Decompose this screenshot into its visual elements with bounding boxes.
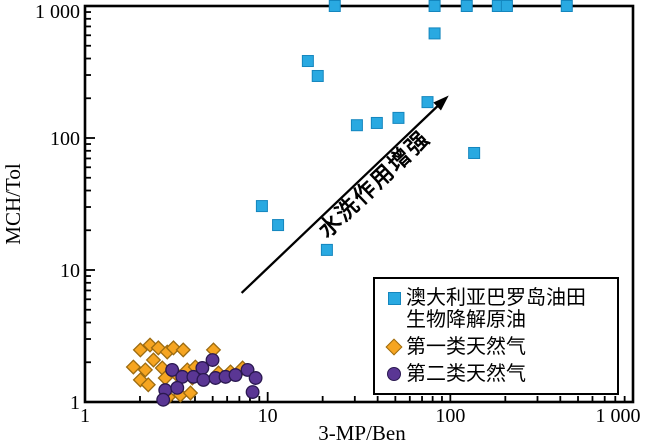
data-point-diamond <box>145 352 162 368</box>
data-point-square <box>468 146 481 159</box>
legend-item-type2-gas: 第二类天然气 <box>382 363 613 385</box>
data-point-circle <box>240 362 255 377</box>
svg-text:1: 1 <box>70 392 80 414</box>
legend-marker-cell <box>382 363 406 385</box>
data-point-circle <box>156 392 171 407</box>
chart-legend: 澳大利亚巴罗岛油田 生物降解原油 第一类天然气 第二类天然气 <box>373 277 619 395</box>
data-point-square <box>392 111 405 124</box>
data-point-diamond <box>175 342 191 358</box>
data-point-square <box>460 0 473 12</box>
svg-text:1 000: 1 000 <box>596 405 641 427</box>
data-point-square <box>428 27 441 40</box>
data-point-circle <box>165 362 180 377</box>
svg-text:10: 10 <box>258 405 278 427</box>
data-point-circle <box>248 371 263 385</box>
data-point-square <box>272 219 285 232</box>
data-point-diamond <box>205 342 222 358</box>
trend-arrow-line <box>240 101 443 294</box>
data-point-diamond <box>182 385 199 401</box>
svg-text:100: 100 <box>50 128 80 150</box>
data-point-diamond <box>125 359 142 375</box>
circle-marker-icon <box>387 367 401 381</box>
data-point-diamond <box>140 377 156 393</box>
legend-label-line1: 澳大利亚巴罗岛油田 <box>406 287 586 309</box>
data-point-diamond <box>137 362 154 378</box>
legend-label-line2: 生物降解原油 <box>406 309 526 331</box>
svg-text:100: 100 <box>435 405 465 427</box>
diamond-marker-icon <box>385 338 403 356</box>
data-point-square <box>421 96 434 109</box>
data-point-circle <box>245 385 260 399</box>
y-axis-title: MCH/Tol <box>1 163 25 245</box>
data-point-diamond <box>165 340 182 356</box>
data-point-circle <box>170 380 185 395</box>
data-point-circle <box>205 353 220 367</box>
data-point-circle <box>228 368 243 383</box>
legend-label: 澳大利亚巴罗岛油田 生物降解原油 <box>406 287 586 331</box>
legend-marker-cell <box>382 287 406 309</box>
x-axis-title: 3-MP/Ben <box>318 421 406 445</box>
data-point-square <box>500 0 513 12</box>
data-point-square <box>370 116 383 129</box>
legend-item-type1-gas: 第一类天然气 <box>382 336 613 358</box>
legend-marker-cell <box>382 336 406 358</box>
data-point-circle <box>196 372 211 387</box>
svg-text:10: 10 <box>60 260 80 282</box>
data-point-diamond <box>132 342 149 358</box>
legend-item-biodegraded-oil: 澳大利亚巴罗岛油田 生物降解原油 <box>382 287 613 331</box>
data-point-square <box>255 200 268 213</box>
data-point-square <box>328 0 341 12</box>
svg-text:1 000: 1 000 <box>35 1 80 23</box>
data-point-square <box>428 0 441 12</box>
data-point-square <box>350 119 363 132</box>
data-point-square <box>311 69 324 82</box>
arrow-annotation-text: 水洗作用增强 <box>313 125 435 242</box>
arrowhead-icon <box>433 95 449 111</box>
data-point-square <box>320 243 333 256</box>
data-point-square <box>560 0 573 12</box>
legend-label: 第一类天然气 <box>406 336 526 358</box>
legend-label: 第二类天然气 <box>406 363 526 385</box>
svg-text:1: 1 <box>80 405 90 427</box>
data-point-square <box>301 55 314 68</box>
square-marker-icon <box>387 291 401 305</box>
